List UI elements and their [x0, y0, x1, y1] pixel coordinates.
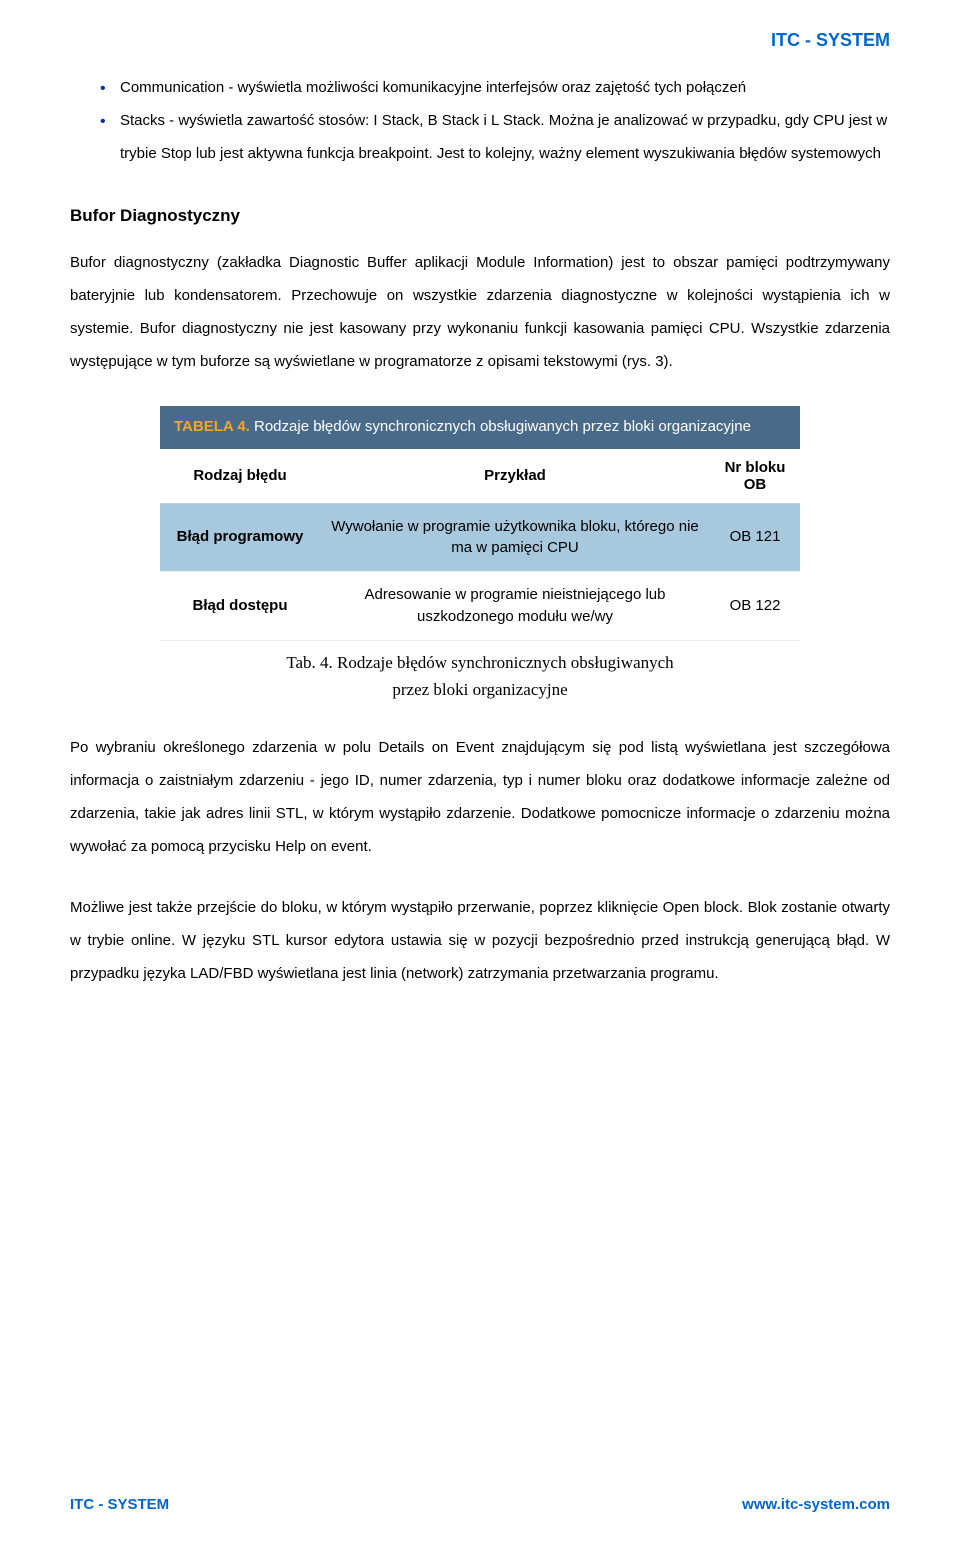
cell-przyklad: Wywołanie w programie użytkownika bloku,…: [320, 503, 710, 572]
table-title-prefix: TABELA 4.: [174, 418, 250, 435]
cell-przyklad: Adresowanie w programie nieistniejącego …: [320, 572, 710, 641]
cell-rodzaj: Błąd dostępu: [160, 572, 320, 641]
table-row: Błąd dostępu Adresowanie w programie nie…: [160, 572, 800, 641]
table-4: TABELA 4. Rodzaje błędów synchronicznych…: [160, 406, 800, 641]
footer-url: www.itc-system.com: [742, 1496, 890, 1513]
table-header-row: Rodzaj błędu Przykład Nr bloku OB: [160, 449, 800, 504]
bullet-list: Communication - wyświetla możliwości kom…: [100, 71, 890, 170]
cell-nr: OB 122: [710, 572, 800, 641]
bullet-item-communication: Communication - wyświetla możliwości kom…: [100, 71, 890, 104]
footer-brand: ITC - SYSTEM: [70, 1496, 169, 1513]
table-header-przyklad: Przykład: [320, 449, 710, 504]
table-title-rest: Rodzaje błędów synchronicznych obsługiwa…: [250, 418, 751, 435]
cell-rodzaj: Błąd programowy: [160, 503, 320, 572]
table-caption: Tab. 4. Rodzaje błędów synchronicznych o…: [160, 649, 800, 703]
table-title-cell: TABELA 4. Rodzaje błędów synchronicznych…: [160, 406, 800, 449]
paragraph-3: Możliwe jest także przejście do bloku, w…: [70, 891, 890, 990]
cell-nr: OB 121: [710, 503, 800, 572]
table-header-nrbloku: Nr bloku OB: [710, 449, 800, 504]
section-heading-bufor: Bufor Diagnostyczny: [70, 206, 890, 226]
bullet-text: Stacks - wyświetla zawartość stosów: I S…: [120, 112, 887, 162]
table-row: Błąd programowy Wywołanie w programie uż…: [160, 503, 800, 572]
page-footer: ITC - SYSTEM www.itc-system.com: [70, 1496, 890, 1513]
paragraph-1: Bufor diagnostyczny (zakładka Diagnostic…: [70, 246, 890, 378]
page-header-brand: ITC - SYSTEM: [70, 30, 890, 51]
caption-line-1: Tab. 4. Rodzaje błędów synchronicznych o…: [286, 653, 673, 672]
table-title-row: TABELA 4. Rodzaje błędów synchronicznych…: [160, 406, 800, 449]
bullet-text: Communication - wyświetla możliwości kom…: [120, 79, 746, 96]
table-4-container: TABELA 4. Rodzaje błędów synchronicznych…: [160, 406, 800, 703]
table-header-rodzaj: Rodzaj błędu: [160, 449, 320, 504]
bullet-item-stacks: Stacks - wyświetla zawartość stosów: I S…: [100, 104, 890, 170]
paragraph-2: Po wybraniu określonego zdarzenia w polu…: [70, 731, 890, 863]
caption-line-2: przez bloki organizacyjne: [392, 680, 567, 699]
